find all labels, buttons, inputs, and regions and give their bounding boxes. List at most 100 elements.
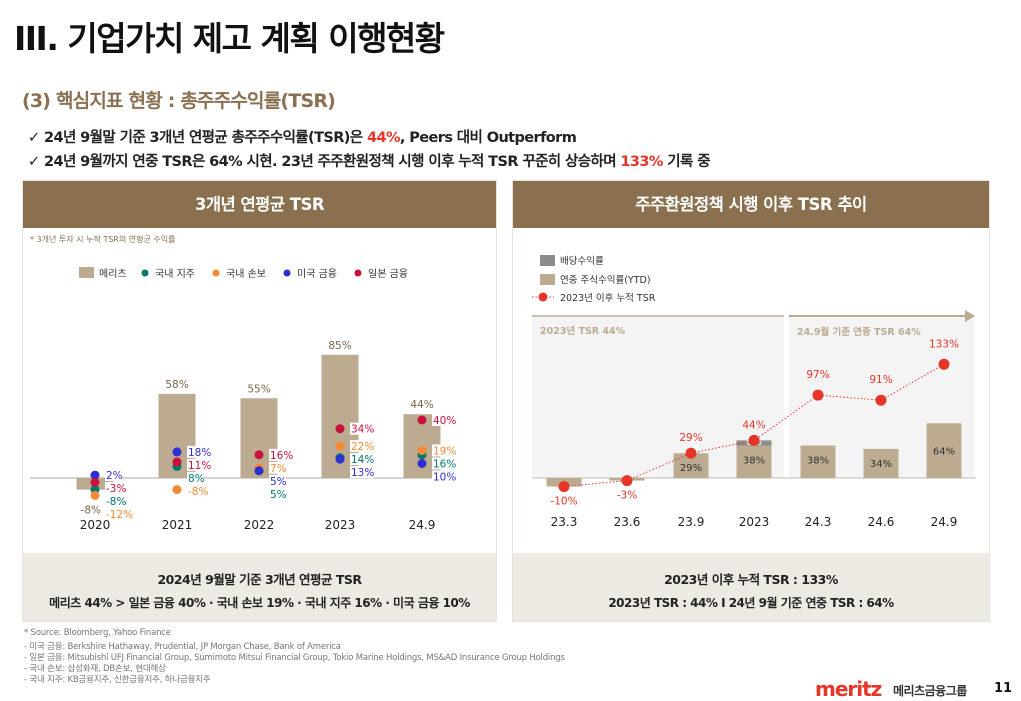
label-bg xyxy=(105,495,129,508)
legend-dot xyxy=(354,269,362,277)
legend-swatch xyxy=(79,267,94,278)
dot-3 xyxy=(335,454,345,464)
footnote-insurance: - 국내 손보: 삼성화재, DB손보, 현대해상 xyxy=(24,664,166,674)
label-bg xyxy=(187,445,211,458)
period-label: 2023년 TSR 44% xyxy=(540,325,626,337)
page-title: III. 기업가치 제고 계획 이행현황 xyxy=(14,19,445,58)
label-bg xyxy=(350,453,374,466)
dot-label: 2% xyxy=(106,470,123,482)
label-bg xyxy=(187,458,211,471)
dot-label: 13% xyxy=(351,467,374,479)
bar-label: 85% xyxy=(328,340,351,352)
legend-label: 국내 지주 xyxy=(155,268,195,280)
panel-summary: 2024년 9월말 기준 3개년 연평균 TSR 메리츠 44% > 일본 금융… xyxy=(23,553,496,621)
bullet-text: 24년 9월말 기준 3개년 연평균 총주주수익률(TSR)은 xyxy=(44,130,367,146)
cumulative-tsr-point xyxy=(621,475,633,487)
dot-label: 7% xyxy=(270,463,287,475)
dot-2 xyxy=(172,485,182,495)
dot-2 xyxy=(417,445,427,455)
label-bg xyxy=(269,474,286,487)
x-tick-label: 24.9 xyxy=(409,518,436,532)
label-bg xyxy=(350,422,374,435)
cumulative-tsr-point xyxy=(748,434,760,446)
label-bg xyxy=(350,466,374,479)
bullet-2: ✓ 24년 9월까지 연중 TSR은 64% 시현. 23년 주주환원정책 시행… xyxy=(28,150,711,171)
cumulative-tsr-label: 97% xyxy=(806,369,829,381)
dot-label: 34% xyxy=(351,424,374,436)
dot-label: 14% xyxy=(351,454,374,466)
dot-label: -3% xyxy=(106,483,126,495)
x-tick-label: 24.6 xyxy=(868,515,895,529)
bar-label: 38% xyxy=(807,456,829,467)
bar-label: 29% xyxy=(680,463,702,474)
check-icon: ✓ xyxy=(28,130,40,146)
legend-dot xyxy=(538,292,548,302)
x-tick-label: 2021 xyxy=(162,518,193,532)
bullet-highlight: 133% xyxy=(620,154,663,170)
period-label: 24.9월 기준 연중 TSR 64% xyxy=(797,326,921,338)
label-bg xyxy=(432,444,456,457)
footnote-source: * Source: Bloomberg, Yahoo Finance xyxy=(24,628,171,638)
dot-label: 16% xyxy=(270,450,293,462)
x-tick-label: 24.3 xyxy=(805,515,832,529)
cumulative-tsr-label: -10% xyxy=(550,496,577,508)
meritz-logo: meritz xyxy=(815,677,882,701)
dot-label: -8% xyxy=(106,496,126,508)
dot-2 xyxy=(335,441,345,451)
section-subtitle: (3) 핵심지표 현황 : 총주주수익률(TSR) xyxy=(22,90,336,112)
legend-label: 미국 금융 xyxy=(297,268,337,280)
label-bg xyxy=(269,448,293,461)
bar-label: 34% xyxy=(870,459,892,470)
x-tick-label: 2023 xyxy=(739,515,770,529)
legend-swatch-ytd xyxy=(540,274,555,285)
panel-title: 3개년 연평균 TSR xyxy=(23,181,496,228)
label-bg xyxy=(432,470,456,483)
three-year-tsr-panel: 3개년 연평균 TSR 2024년 9월말 기준 3개년 연평균 TSR 메리츠… xyxy=(22,180,497,622)
dot-label: 5% xyxy=(270,489,287,501)
label-bg xyxy=(350,440,374,453)
legend-label: 배당수익률 xyxy=(560,255,604,267)
panel-title: 주주환원정책 시행 이후 TSR 추이 xyxy=(513,181,989,228)
x-tick-label: 24.9 xyxy=(931,515,958,529)
page-number: 11 xyxy=(994,681,1013,696)
bar-ytd xyxy=(800,445,836,478)
check-icon: ✓ xyxy=(28,154,40,170)
bullet-highlight: 44% xyxy=(367,130,401,146)
dot-label: 8% xyxy=(188,473,205,485)
cumulative-tsr-point xyxy=(938,358,950,370)
cumulative-tsr-point xyxy=(812,389,824,401)
arrow-icon xyxy=(965,310,975,322)
legend-dot xyxy=(212,269,220,277)
legend-dot xyxy=(141,269,149,277)
cumulative-tsr-label: -3% xyxy=(617,490,637,502)
tsr-trend-panel: 주주환원정책 시행 이후 TSR 추이 2023년 이후 누적 TSR : 13… xyxy=(512,180,990,622)
label-bg xyxy=(105,508,136,521)
dot-2 xyxy=(90,490,100,500)
bar-ytd xyxy=(863,448,899,478)
dot-label: 16% xyxy=(433,458,456,470)
dot-3 xyxy=(254,466,264,476)
bar-ytd xyxy=(736,445,772,478)
cumulative-tsr-label: 133% xyxy=(929,338,959,350)
bar-label: 58% xyxy=(165,379,188,391)
footnote-japan: - 일본 금융: Mitsubishi UFJ Financial Group,… xyxy=(24,653,565,663)
label-bg xyxy=(105,482,129,495)
dot-4 xyxy=(90,477,100,487)
x-tick-label: 23.9 xyxy=(678,515,705,529)
legend-label: 일본 금융 xyxy=(368,268,408,280)
bullet-1: ✓ 24년 9월말 기준 3개년 연평균 총주주수익률(TSR)은 44%, P… xyxy=(28,126,577,147)
dot-3 xyxy=(172,447,182,457)
label-bg xyxy=(432,457,456,470)
label-bg xyxy=(269,487,286,500)
label-bg xyxy=(187,471,204,484)
x-tick-label: 2020 xyxy=(80,518,111,532)
legend-label: 2023년 이후 누적 TSR xyxy=(560,292,656,304)
dot-label: 40% xyxy=(433,415,456,427)
cumulative-tsr-label: 29% xyxy=(679,432,702,444)
footnote-us: - 미국 금융: Berkshire Hathaway, Prudential,… xyxy=(24,642,341,652)
cumulative-tsr-point xyxy=(558,481,570,493)
dot-3 xyxy=(417,459,427,468)
panel-summary: 2023년 이후 누적 TSR : 133% 2023년 TSR : 44% Ι… xyxy=(513,553,989,621)
